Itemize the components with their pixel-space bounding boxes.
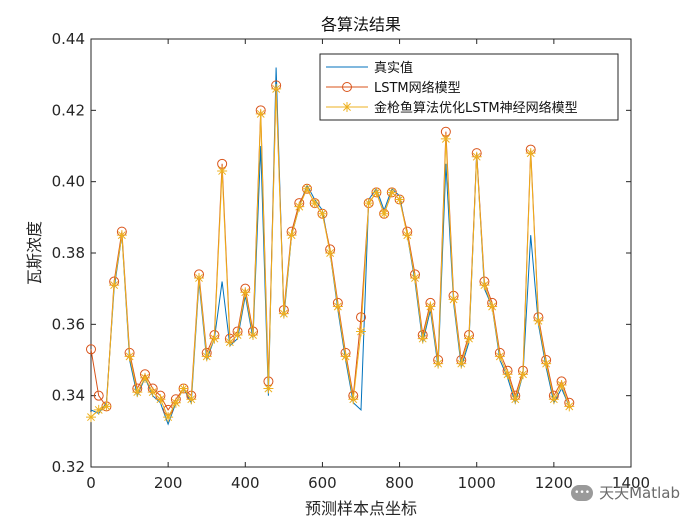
y-tick-label: 0.42 <box>52 101 85 119</box>
data-point-2 <box>479 280 490 291</box>
y-tick-label: 0.44 <box>52 30 85 48</box>
data-point-2 <box>386 187 397 198</box>
data-point-2 <box>402 230 413 241</box>
data-point-2 <box>348 394 359 405</box>
y-axis-label: 瓦斯浓度 <box>25 221 44 285</box>
series-2 <box>86 83 575 423</box>
data-point-2 <box>93 404 104 415</box>
legend-marker-1 <box>342 82 352 92</box>
data-point-2 <box>232 330 243 341</box>
data-point-2 <box>325 248 336 258</box>
data-point-2 <box>487 301 498 312</box>
data-point-2 <box>502 369 513 380</box>
legend-label-0: 真实值 <box>374 60 413 76</box>
watermark-text: 天天Matlab <box>599 484 680 502</box>
data-point-2 <box>518 369 528 380</box>
x-tick-label: 1400 <box>612 474 650 492</box>
data-point-2 <box>178 383 189 394</box>
legend-box <box>319 53 619 121</box>
data-point-2 <box>332 301 343 312</box>
chart-title: 各算法结果 <box>321 15 401 34</box>
data-point-2 <box>170 397 181 408</box>
data-point-2 <box>278 308 289 319</box>
wechat-icon: ••• <box>571 484 594 501</box>
data-point-2 <box>556 379 567 390</box>
x-tick-label: 800 <box>385 474 414 492</box>
y-tick-label: 0.40 <box>52 173 85 191</box>
y-tick-label: 0.36 <box>52 315 85 333</box>
data-point-2 <box>201 351 212 362</box>
data-point-2 <box>186 394 197 405</box>
x-tick-label: 600 <box>308 474 337 492</box>
data-point-2 <box>317 208 328 219</box>
data-point-2 <box>140 372 150 383</box>
data-point-2 <box>309 198 320 209</box>
data-point-2 <box>417 333 428 344</box>
data-point-2 <box>533 315 544 326</box>
y-tick-label: 0.32 <box>52 458 85 476</box>
x-tick-label: 0 <box>86 474 96 492</box>
data-point-2 <box>448 294 459 305</box>
data-point-2 <box>263 383 274 394</box>
data-point-2 <box>425 301 436 312</box>
data-point-2 <box>248 330 258 341</box>
data-point-2 <box>410 272 420 283</box>
data-point-2 <box>155 394 166 405</box>
legend-label-2: 金枪鱼算法优化LSTM神经网络模型 <box>374 100 578 116</box>
data-point-2 <box>163 412 174 423</box>
data-point-2 <box>194 272 204 283</box>
data-point-2 <box>209 333 220 344</box>
data-point-2 <box>564 401 575 412</box>
data-point-2 <box>217 165 228 176</box>
data-point-2 <box>433 358 444 369</box>
data-point-2 <box>147 387 158 398</box>
data-point-2 <box>224 337 235 348</box>
data-point-2 <box>394 194 405 205</box>
data-point-2 <box>510 394 521 405</box>
x-tick-label: 400 <box>231 474 260 492</box>
legend-marker-2 <box>342 102 352 112</box>
series-layer <box>86 67 575 426</box>
axis-ticks: 0 200 400 600 800 1000 1200 1400 0.32 0.34 0.36 0.3… <box>52 30 651 492</box>
data-point-2 <box>124 351 135 362</box>
data-point-1 <box>86 344 96 355</box>
data-point-2 <box>340 351 351 362</box>
y-tick-label: 0.34 <box>52 387 85 405</box>
data-point-2 <box>363 198 374 209</box>
data-point-2 <box>116 230 127 241</box>
data-point-2 <box>294 201 305 212</box>
watermark: ••• 天天Matlab <box>571 482 680 503</box>
legend-label-1: LSTM网络模型 <box>374 80 461 96</box>
data-point-2 <box>240 287 251 298</box>
data-point-2 <box>471 151 482 162</box>
data-point-2 <box>548 394 559 405</box>
data-point-2 <box>132 387 143 398</box>
x-tick-label: 1200 <box>535 474 573 492</box>
y-tick-label: 0.38 <box>52 244 85 262</box>
data-point-2 <box>302 183 312 194</box>
data-point-2 <box>371 187 382 198</box>
data-point-2 <box>271 83 282 94</box>
data-point-2 <box>379 208 390 219</box>
data-point-2 <box>541 358 552 369</box>
data-point-1 <box>93 390 104 401</box>
data-point-2 <box>440 133 451 144</box>
data-point-1 <box>356 312 366 323</box>
data-point-2 <box>525 148 536 159</box>
data-point-2 <box>101 401 112 412</box>
data-point-2 <box>86 412 96 423</box>
data-point-2 <box>494 351 505 362</box>
x-tick-label: 200 <box>154 474 183 492</box>
data-point-2 <box>356 326 366 337</box>
x-axis-label: 预测样本点坐标 <box>305 499 417 518</box>
data-point-2 <box>109 280 120 291</box>
data-point-2 <box>464 333 474 344</box>
data-point-2 <box>456 358 467 369</box>
x-tick-label: 1000 <box>458 474 496 492</box>
data-point-2 <box>255 108 266 119</box>
data-point-2 <box>286 230 297 241</box>
